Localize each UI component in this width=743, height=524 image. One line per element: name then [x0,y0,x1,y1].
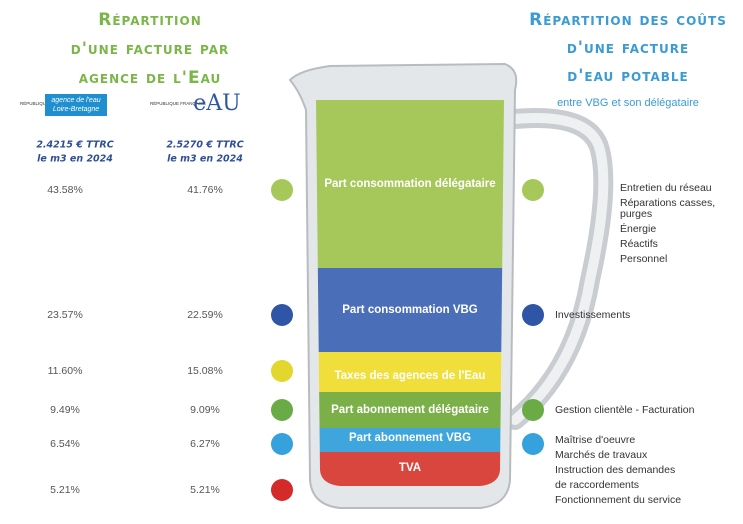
agency2-share: 6.27% [190,438,220,450]
agency1-share: 11.60% [48,365,83,377]
left-dot [271,433,293,455]
agency2-share: 41.76% [187,184,223,196]
agency-price: le m3 en 2024 [167,154,243,165]
logo-text: Loire-Bretagne [53,106,99,113]
cost-description: Réactifs [620,238,658,250]
layer-label: TVA [399,462,421,474]
layer-label: Part consommation VBG [342,304,478,316]
cost-description: Gestion clientèle - Facturation [555,404,695,416]
agency1-share: 43.58% [47,184,83,196]
infographic: Répartition d'une facture par agence de l'… [0,0,743,519]
left-title: agence de l'Eau [79,68,222,88]
layer-label: Part abonnement délégataire [331,404,489,416]
left-dot [271,360,293,382]
pitcher-handle-highlight [505,118,603,420]
cost-description: Fonctionnement du service [555,494,681,506]
agency-price: le m3 en 2024 [37,154,113,165]
agency-price: 2.4215 € TTRC [36,140,113,151]
logo-text: agence de l'eau [51,97,100,104]
agency-price: 2.5270 € TTRC [166,140,243,151]
layer-label: Taxes des agences de l'Eau [335,370,486,382]
left-dot [271,399,293,421]
right-dot [522,399,544,421]
agency1-share: 5.21% [50,484,80,496]
left-dot [271,479,293,501]
agency2-share: 15.08% [187,365,223,377]
cost-description: Maîtrise d'oeuvre [555,434,635,446]
right-dot [522,433,544,455]
left-dot [271,179,293,201]
right-dot [522,179,544,201]
right-title: d'une facture [567,38,689,58]
agency2-share: 9.09% [190,404,220,416]
cost-description: Entretien du réseau [620,182,712,194]
right-dot [522,304,544,326]
right-title: Répartition des coûts [529,10,727,30]
right-subtitle: entre VBG et son délégataire [557,97,699,109]
cost-description: Investissements [555,309,630,321]
agency2-share: 22.59% [187,309,223,321]
left-dot [271,304,293,326]
cost-description: Marchés de travaux [555,449,648,461]
agency1-share: 9.49% [50,404,80,416]
agency2-share: 5.21% [190,484,220,496]
cost-description: purges [620,208,652,220]
cost-description: Personnel [620,253,667,265]
left-title: Répartition [98,10,202,30]
right-title: d'eau potable [567,66,688,86]
left-title: d'une facture par [71,39,230,59]
agency1-share: 23.57% [47,309,83,321]
layer-label: Part abonnement VBG [349,432,471,444]
cost-description: Énergie [620,222,656,235]
cost-description: de raccordements [555,479,639,491]
agency1-share: 6.54% [50,438,80,450]
cost-description: Instruction des demandes [555,464,675,476]
layer-label: Part consommation délégataire [324,178,495,190]
logo-text: eAU [193,91,240,116]
